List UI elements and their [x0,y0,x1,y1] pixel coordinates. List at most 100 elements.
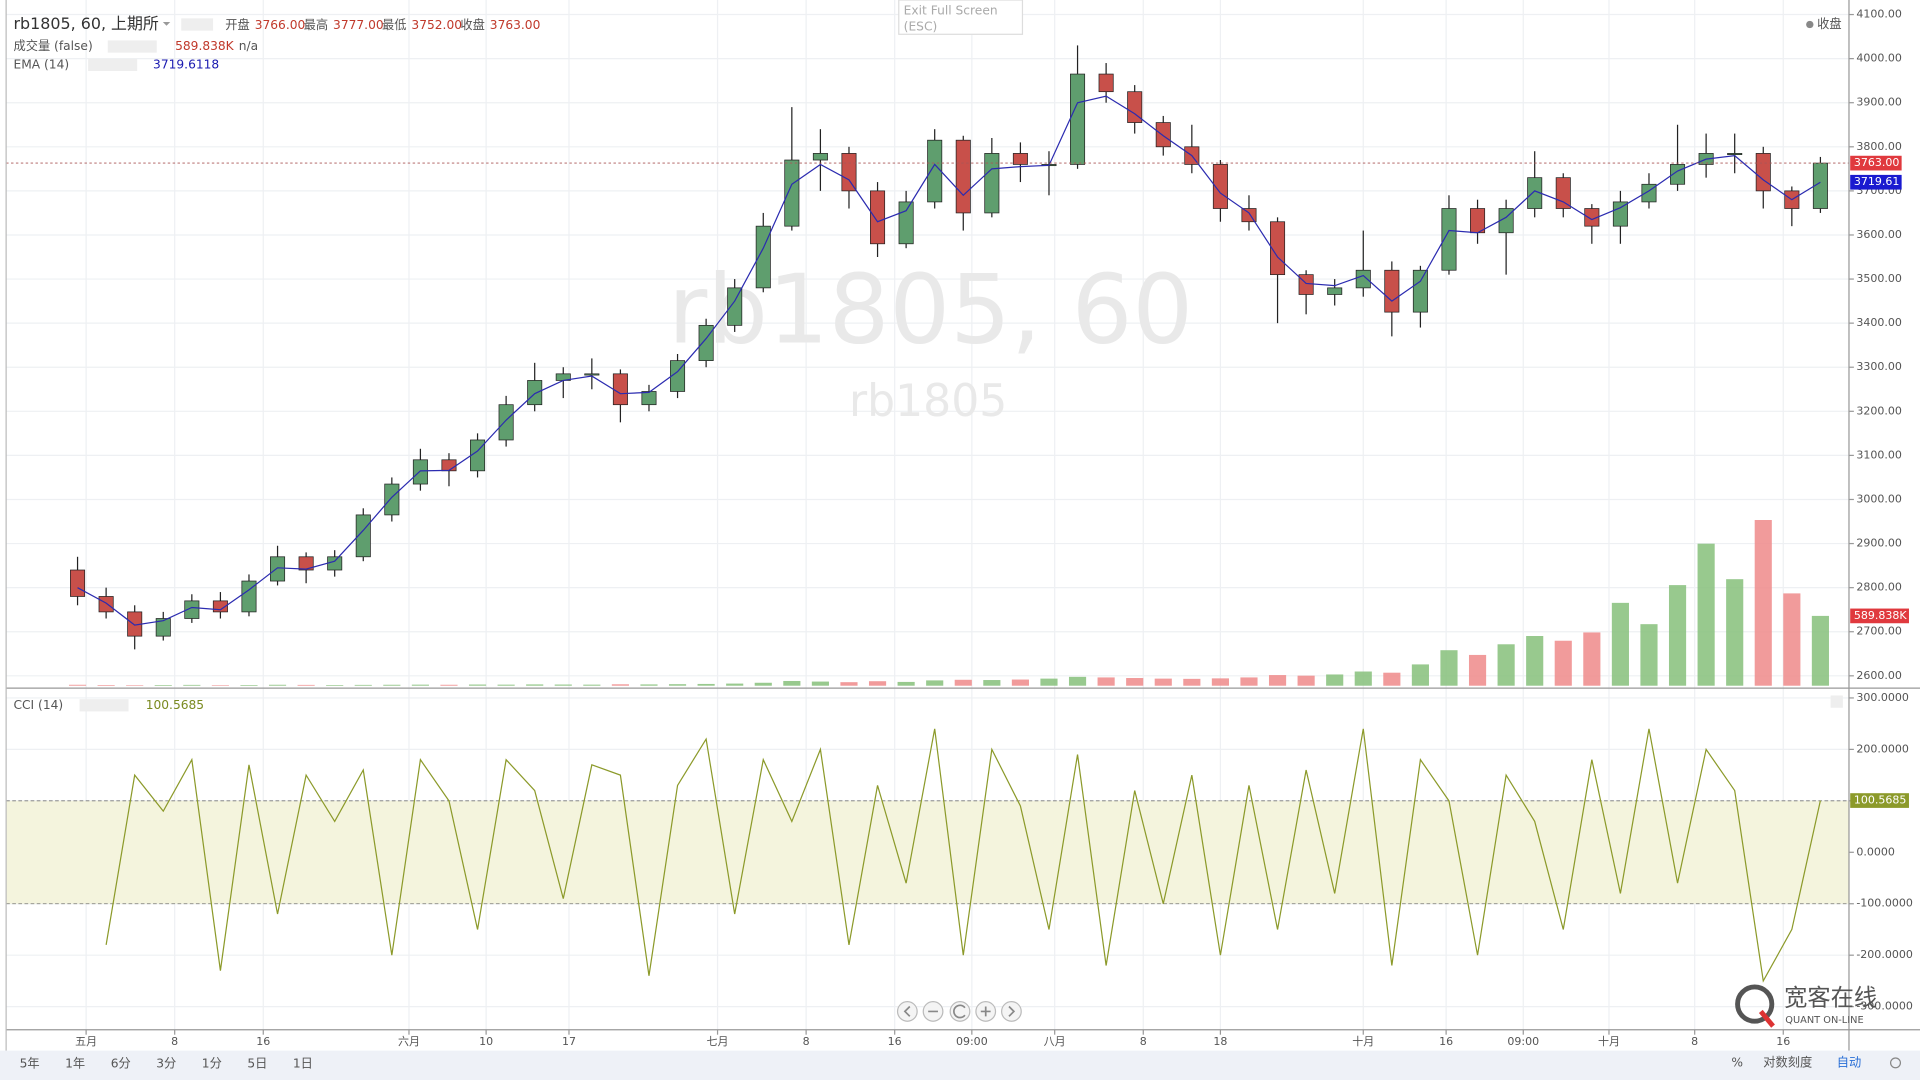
price-marker-label: 3763.00 [1854,156,1900,169]
volume-bar [1268,675,1287,686]
range-button[interactable]: 5日 [247,1057,267,1071]
watermark-sub: rb1805 [849,376,1007,427]
ohlc-value: 3766.00 [255,18,306,32]
y-tick-label: 3800.00 [1856,140,1902,153]
volume-bar [297,684,315,686]
range-button[interactable]: 6分 [111,1057,131,1071]
x-tick-label: 8 [803,1035,810,1048]
x-tick-label: 16 [256,1035,270,1048]
dropdown-icon[interactable] [162,22,171,26]
scroll-right[interactable] [1001,1001,1022,1022]
candle-body [212,600,228,613]
legend-buttons[interactable] [88,58,138,72]
volume-bar [1097,677,1115,686]
volume-bar [440,684,458,686]
y-tick-label: 3100.00 [1856,448,1902,461]
candle-body [1270,221,1286,276]
candle-body [870,190,886,245]
price-marker [1850,174,1902,190]
volume-bar [554,684,572,686]
range-button[interactable]: 3分 [156,1057,176,1071]
volume-bar [640,684,658,686]
ema-title: EMA (14) [13,57,69,71]
volume-bar [1611,602,1629,686]
volume-bar [1297,675,1315,686]
legend-buttons[interactable] [181,18,214,31]
range-button[interactable]: 1日 [293,1057,313,1071]
volume-bar [354,684,372,686]
logo-mark [1735,984,1775,1024]
volume-bar [268,684,287,686]
volume-bar [1783,593,1801,686]
volume-bar [1354,671,1372,686]
ohlc-label: 最低 [382,18,406,32]
candle-body [412,459,428,485]
y-tick-label: 3200.00 [1856,404,1902,417]
settings[interactable] [1890,1057,1902,1069]
legend-buttons[interactable] [107,40,157,53]
candle-body [641,391,657,406]
candle-body [584,373,600,376]
range-button[interactable]: 1年 [65,1057,85,1071]
volume-bar [240,685,258,686]
cci-tick-label: 200.0000 [1856,742,1909,755]
volume-bar [97,685,115,686]
volume-bar [754,682,772,686]
volume-bar [1383,672,1401,686]
volume-bar [1068,676,1087,686]
x-tick-label: 09:00 [956,1035,988,1048]
exit-fullscreen-label: Exit Full Screen [904,4,998,18]
cci-tick-label: -300.0000 [1856,1000,1913,1013]
percent-toggle[interactable]: % [1731,1055,1743,1069]
x-tick-label: 18 [1213,1035,1227,1048]
volume-bar [983,680,1001,686]
candle-body [927,139,943,203]
range-button[interactable]: 1分 [202,1057,222,1071]
volume-bar [383,684,401,686]
candle-body [1327,287,1343,295]
scroll-left[interactable] [896,1001,918,1022]
y-tick-label: 3000.00 [1856,492,1902,505]
candle-body [327,556,343,571]
volume-bar [897,681,915,686]
candle-body [1555,177,1571,209]
y-tick-label: 2800.00 [1856,581,1902,594]
toggle-dot[interactable] [1806,20,1814,29]
y-tick-label: 3400.00 [1856,316,1902,329]
volume-bar [497,684,515,686]
candle-body [98,596,114,613]
candle-body [441,459,457,472]
toolbar-buttons: 5年 1年 6分 3分 1分 5日 1日 [20,1057,313,1071]
auto-toggle[interactable]: 自动 [1837,1055,1861,1069]
volume-bar [926,680,944,686]
pane-button[interactable] [1830,695,1843,708]
candle-body [470,439,486,472]
candle-body [527,380,543,406]
toolbar [0,1050,1920,1080]
exit-fullscreen-key: (ESC) [904,19,938,33]
volume-bar [411,684,429,686]
range-button[interactable]: 5年 [20,1057,40,1071]
volume-extra: n/a [239,39,258,53]
logo-name: 宽客在线 [1784,985,1877,1012]
volume-bar [1326,674,1344,686]
candle-body [1755,153,1771,192]
symbol-title: rb1805, 60, 上期所 [13,14,158,33]
volume-bar [1468,654,1487,686]
log-toggle[interactable]: 对数刻度 [1763,1054,1812,1069]
cci-tick-label: 300.0000 [1856,691,1909,704]
candle-body [698,324,714,361]
candle-body [155,618,171,637]
volume-title: 成交量 (false) [13,38,92,53]
close-toggle[interactable]: 收盘 [1817,16,1841,31]
volume-bar [126,685,144,686]
x-tick-label: 六月 [398,1035,420,1048]
y-tick-label: 3500.00 [1856,272,1902,285]
legend-buttons[interactable] [79,699,129,712]
volume-bar [1726,579,1744,686]
volume-bar [1126,678,1144,686]
exit-fullscreen[interactable] [898,0,1024,35]
candle-body [241,580,257,613]
candle-body [184,600,200,619]
candle-body [1470,208,1486,234]
